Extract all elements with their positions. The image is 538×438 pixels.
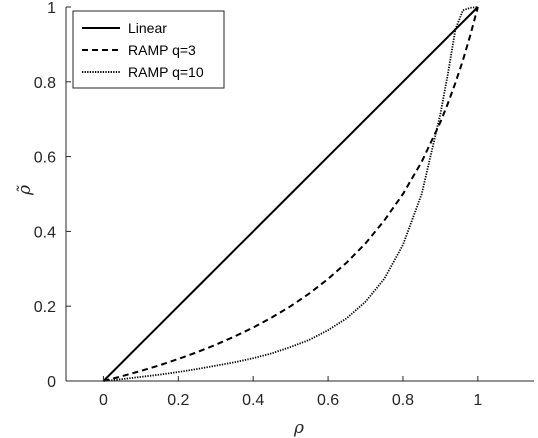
series-line-3	[103, 6, 478, 382]
x-tick-label: 0.2	[167, 392, 189, 409]
y-tick-label: 0.4	[34, 224, 56, 241]
ticks: 0 0.2 0.4 0.6 0.8 1 0 0.2 0.4 0.6 0.8 1	[34, 0, 483, 409]
plot-lines	[102, 6, 479, 382]
x-axis-label: ρ	[293, 418, 304, 438]
y-axis-label: ρ̃	[15, 185, 35, 196]
x-tick-label: 0.4	[242, 392, 264, 409]
legend: Linear RAMP q=3 RAMP q=10	[72, 10, 225, 89]
series-line-1	[102, 6, 479, 382]
y-tick-label: 1	[47, 0, 56, 17]
y-tick-label: 0.8	[34, 75, 56, 92]
axes	[65, 7, 534, 382]
legend-label-3: RAMP q=10	[128, 64, 204, 80]
x-tick-label: 0.6	[317, 392, 339, 409]
y-tick-label: 0	[47, 374, 56, 391]
y-tick-label: 0.6	[34, 150, 56, 167]
legend-label-2: RAMP q=3	[128, 42, 196, 58]
x-tick-label: 1	[473, 392, 482, 409]
series-line-2	[103, 6, 479, 382]
y-tick-label: 0.2	[34, 299, 56, 316]
legend-box	[72, 10, 225, 89]
x-tick-label: 0.8	[392, 392, 414, 409]
x-tick-label: 0	[99, 392, 108, 409]
legend-label-1: Linear	[128, 20, 167, 36]
